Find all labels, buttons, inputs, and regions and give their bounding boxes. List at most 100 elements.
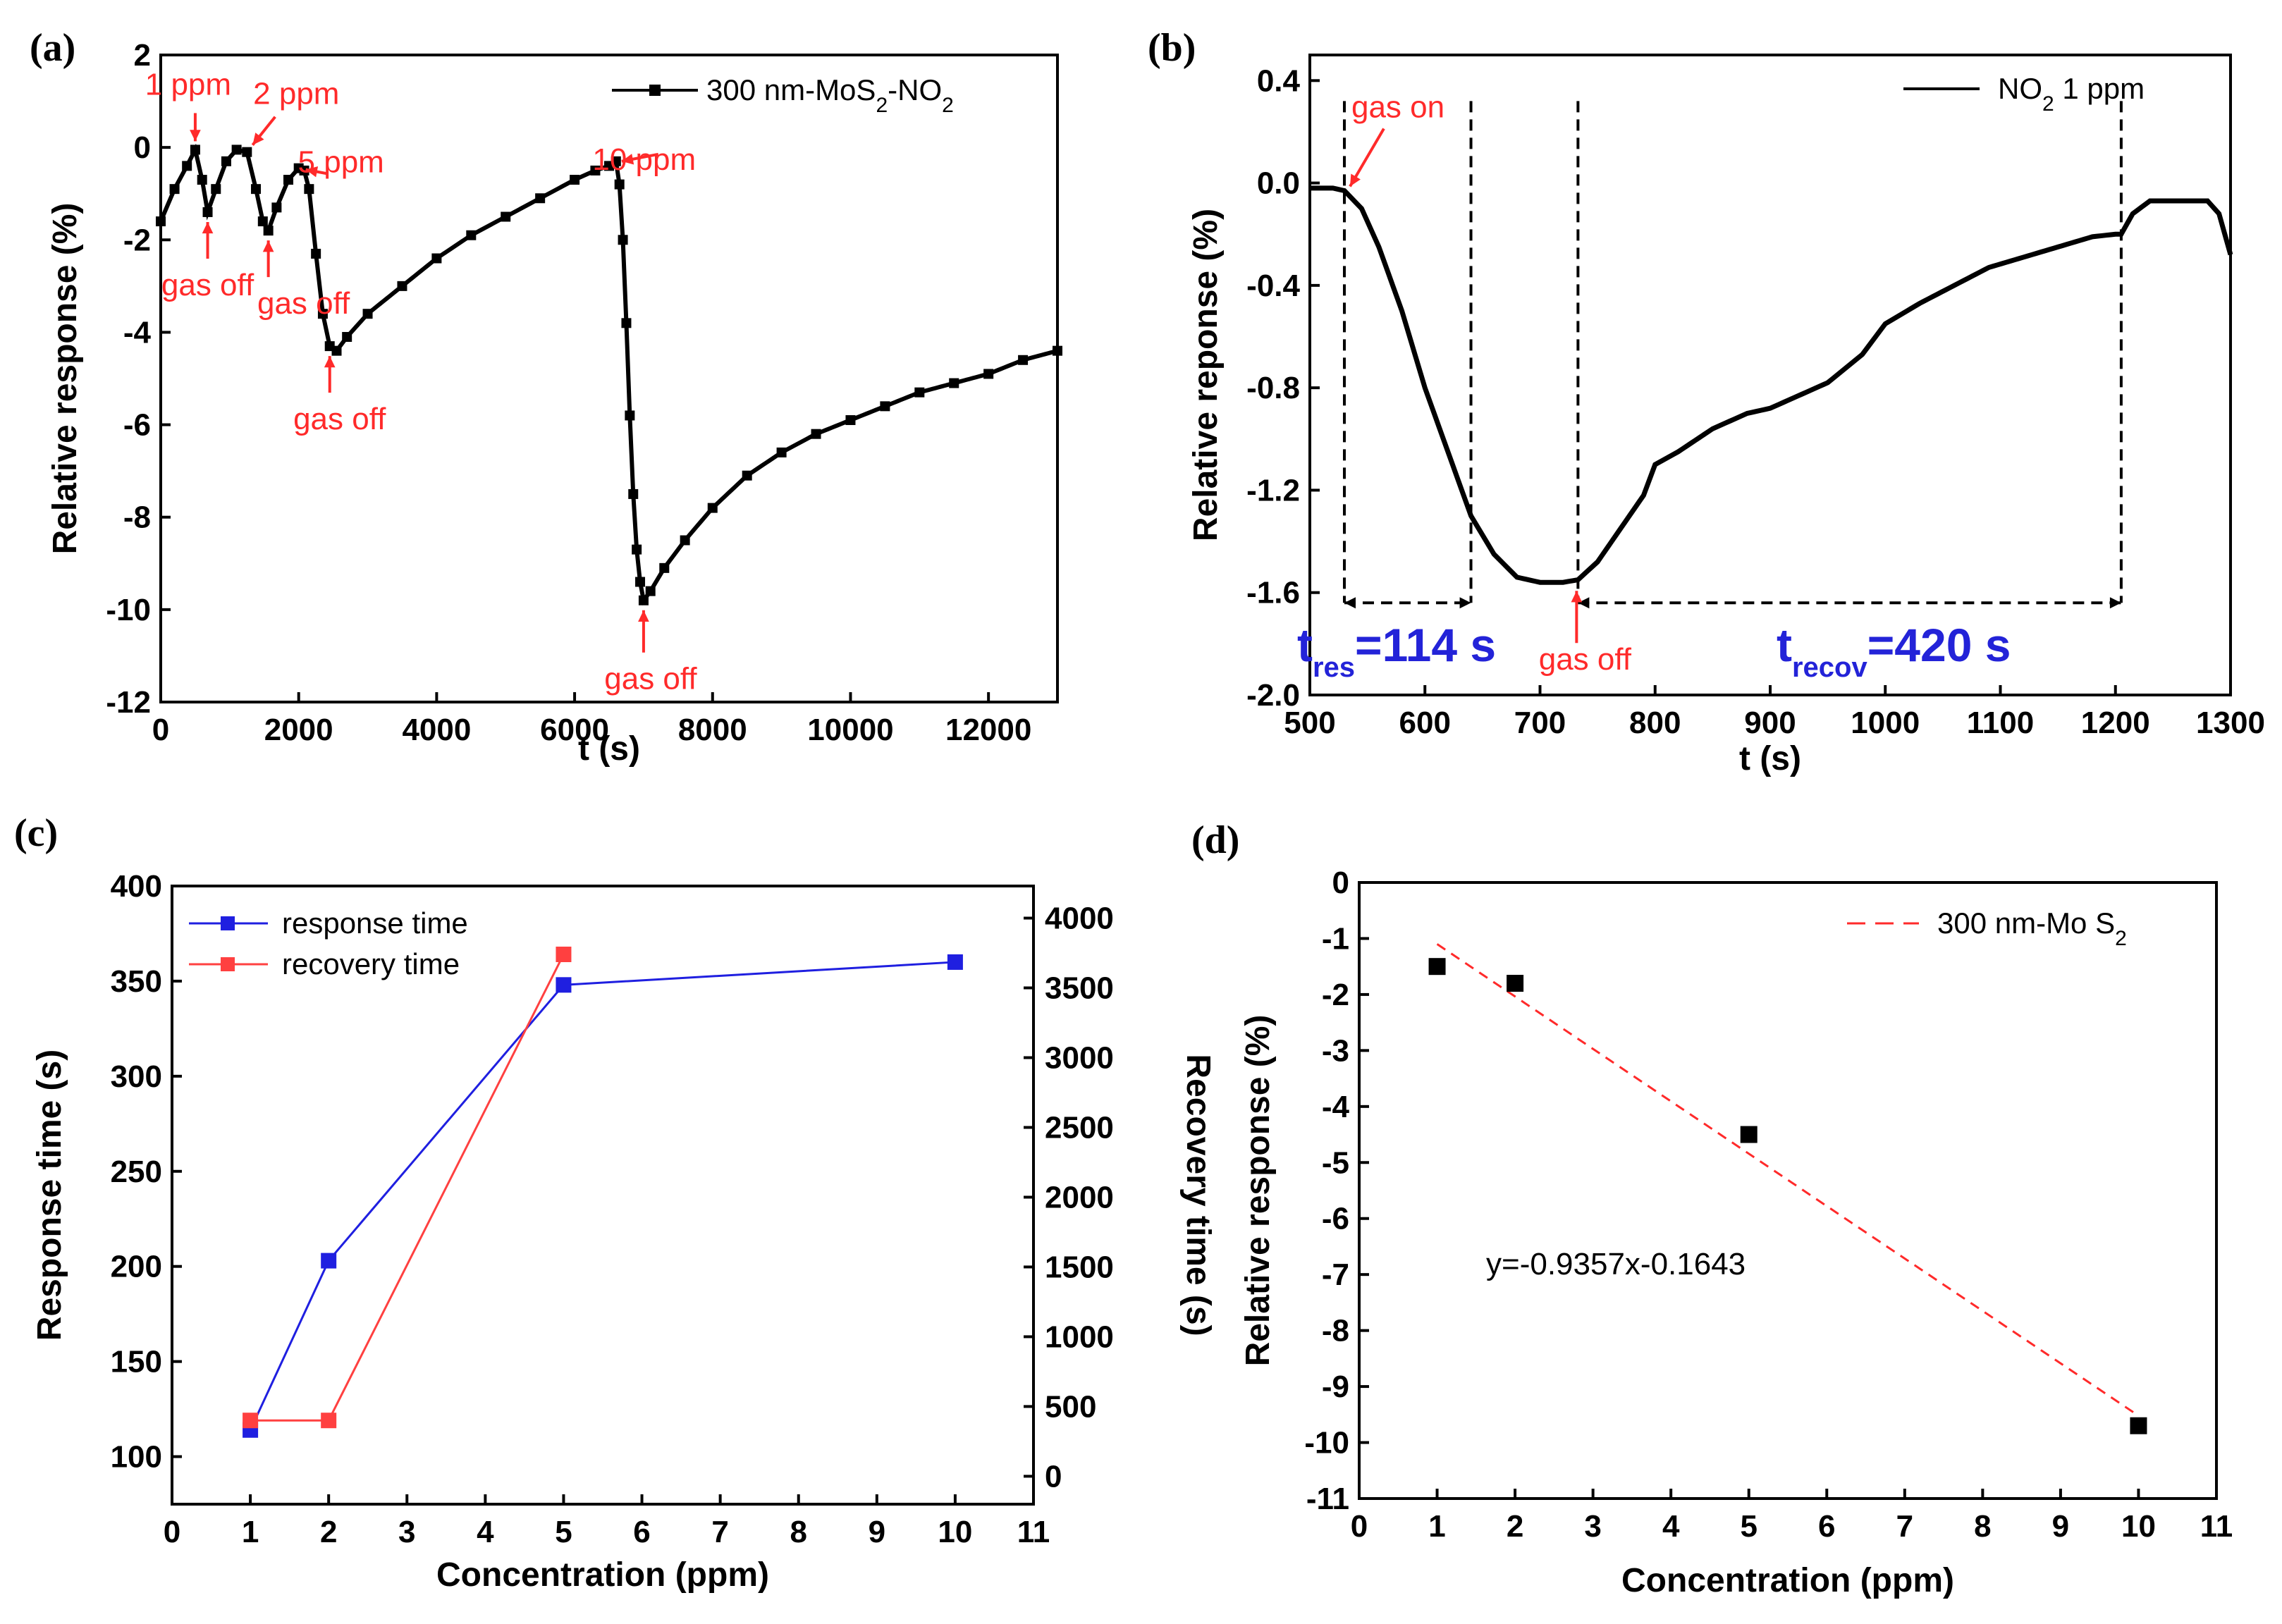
a-data-point [535,193,546,204]
c-response-time-point [556,977,572,993]
a-data-point [257,216,268,227]
c-recovery-time-point [321,1413,337,1429]
a-data-point [231,144,242,155]
b-y-axis-title: Relative reponse (%) [1187,209,1225,541]
c-x-tick-label: 5 [555,1515,572,1549]
c-recovery-time-legend-marker [221,957,235,971]
d-plot-frame [1358,881,2218,1500]
c-x-tick-label: 8 [790,1515,806,1549]
a-data-point [776,447,787,457]
c-y-tick-label: 250 [111,1155,162,1189]
d-x-tick-label: 10 [2121,1509,2156,1544]
a-data-point [362,309,373,319]
c-y-tick-label: 150 [111,1345,162,1379]
b-interval-arrowhead [1578,597,1590,609]
c-x-tick-label: 6 [633,1515,650,1549]
d-data-point [1507,975,1524,992]
b-gas-on-arrow-head [1349,173,1361,187]
b-y-tick-label: -1.2 [1246,473,1300,508]
a-data-point [221,156,231,166]
c-response-time-legend-marker [221,916,235,930]
d-x-axis-title: Concentration (ppm) [1621,1562,1954,1599]
b-x-tick-label: 1100 [1967,706,2034,740]
a-data-point [190,144,200,155]
panel-b-chart: 500 600 700 800 900 1000 1100 1200 1300 0.4 0.0 -0.… [1187,54,2265,777]
c-y2-tick-label: 2500 [1045,1110,1114,1145]
c-x-tick-label: 10 [938,1515,972,1549]
a-data-point [570,175,580,185]
c-x-tick-label: 4 [477,1515,494,1549]
d-equation: y=-0.9357x-0.1643 [1486,1247,1746,1281]
a-annotation-label: gas off [257,286,350,321]
d-y-tick-label: -1 [1322,921,1349,956]
d-fit-line [1436,943,2140,1417]
a-data-point [628,488,639,499]
d-y-tick-label: -5 [1322,1145,1349,1180]
b-x-tick-label: 500 [1284,706,1335,740]
c-y-axis-title: Response time (s) [31,1050,68,1341]
a-data-point [621,318,632,328]
a-data-point [342,331,352,342]
a-data-point [1018,355,1029,365]
a-data-point [811,429,821,439]
b-y-tick-label: -0.8 [1246,371,1300,405]
a-data-point [638,595,649,605]
d-y-tick-label: -10 [1304,1426,1349,1460]
c-x-tick-label: 2 [320,1515,337,1549]
d-data-point [2130,1417,2147,1434]
b-x-tick-label: 800 [1629,706,1681,740]
c-y-tick-label: 100 [111,1440,162,1475]
d-x-tick-label: 2 [1507,1509,1523,1544]
d-x-tick-label: 4 [1662,1509,1680,1544]
c-response-time-point [947,954,963,970]
c-response-time-line [249,961,955,1431]
c-y2-tick-label: 3500 [1045,971,1114,1006]
a-data-point [680,535,690,546]
a-x-tick-label: 12000 [945,713,1031,747]
a-x-tick-label: 0 [152,713,169,747]
d-x-tick-label: 0 [1351,1509,1368,1544]
b-y-tick-label: -1.6 [1246,576,1300,610]
d-x-tick-label: 7 [1896,1509,1913,1544]
c-x-tick-label: 0 [164,1515,180,1549]
b-interval-arrowhead [2109,597,2121,609]
b-y-tick-label: -0.4 [1246,269,1300,303]
b-y-tick-label: 0.4 [1257,63,1301,98]
c-y2-tick-label: 500 [1045,1389,1096,1424]
c-recovery-time-legend-label: recovery time [282,947,460,980]
c-y-tick-label: 200 [111,1250,162,1284]
d-y-axis-title: Relative response (%) [1239,1015,1277,1367]
a-data-point [845,415,856,426]
a-legend-label: 300 nm-MoS2-NO2 [706,73,954,117]
c-y-tick-label: 300 [111,1059,162,1094]
a-data-point [283,175,294,185]
d-y-tick-label: -6 [1322,1202,1349,1236]
a-data-point [614,179,625,190]
b-y-tick-label: -2.0 [1246,678,1300,713]
d-x-tick-label: 11 [2200,1509,2233,1544]
c-response-time-point [321,1253,337,1269]
d-y-tick-label: -2 [1322,978,1349,1012]
a-annotation-label: 10 ppm [592,142,696,177]
a-data-point [501,211,511,222]
b-x-tick-label: 1300 [2196,706,2265,740]
b-x-tick-label: 600 [1399,706,1451,740]
panel-c-chart: 0 1 2 3 4 5 6 7 8 9 10 1110015020025030035040005001… [31,869,1217,1594]
d-y-tick-label: -3 [1322,1033,1349,1068]
d-data-point [1428,958,1446,976]
d-y-tick-label: -11 [1306,1482,1349,1516]
a-data-point [707,503,718,513]
a-annotation-label: gas off [604,662,697,696]
c-recovery-time-line [250,954,565,1422]
c-y2-tick-label: 1000 [1045,1320,1114,1354]
a-data-point [645,586,656,596]
a-data-point [242,147,252,157]
a-data-point [169,184,180,195]
a-data-point [311,248,321,259]
a-data-point [263,226,274,236]
d-x-tick-label: 1 [1428,1509,1445,1544]
a-data-point [742,470,752,481]
a-data-point [317,309,328,319]
c-y-tick-label: 400 [111,869,162,904]
